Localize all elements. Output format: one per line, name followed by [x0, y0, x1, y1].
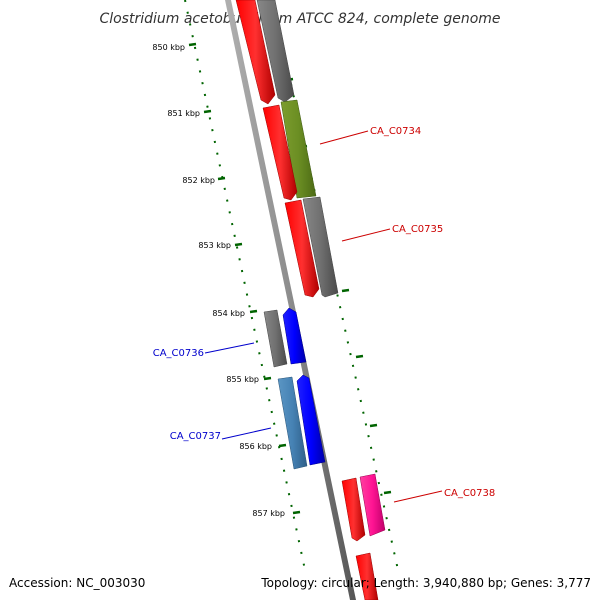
tick-label: 850 kbp: [152, 43, 185, 52]
tick-label: 852 kbp: [182, 176, 215, 185]
gene-feature-gray: [302, 196, 339, 298]
tick-label: 856 kbp: [239, 442, 272, 451]
gene-feature-red: [235, 0, 276, 105]
gene-label: CA_C0735: [392, 224, 443, 235]
tick-label: 857 kbp: [252, 509, 285, 518]
tick-label: 855 kbp: [226, 375, 259, 384]
callout-line: [204, 342, 255, 354]
inner-ruler-line: [184, 0, 306, 571]
tick-mark: [278, 443, 287, 448]
tick-mark: [263, 376, 272, 381]
tick-mark: [383, 490, 392, 495]
accession-text: Accession: NC_003030: [9, 576, 145, 590]
tick-mark: [355, 354, 364, 359]
tick-mark: [249, 309, 258, 314]
tick-label: 851 kbp: [167, 109, 200, 118]
tick-mark: [234, 242, 243, 247]
gene-feature-red: [355, 552, 379, 600]
genome-summary-text: Topology: circular; Length: 3,940,880 bp…: [260, 576, 591, 590]
tick-label: 854 kbp: [212, 309, 245, 318]
tick-mark: [217, 176, 226, 181]
gene-label: CA_C0734: [370, 126, 421, 137]
tick-mark: [341, 288, 350, 293]
gene-feature-red: [284, 199, 320, 298]
tick-mark: [292, 510, 301, 515]
gene-feature-red: [262, 104, 298, 201]
gene-label: CA_C0736: [153, 348, 204, 359]
gene-feature-steelblue: [277, 376, 308, 470]
tick-mark: [203, 109, 212, 114]
gene-feature-red: [341, 477, 366, 542]
gene-feature-gray: [256, 0, 295, 103]
callout-line: [393, 490, 443, 503]
callout-line: [319, 130, 369, 145]
gene-feature-blue: [282, 307, 307, 365]
callout-line: [221, 427, 272, 440]
gene-label: CA_C0738: [444, 488, 495, 499]
map-title: Clostridium acetobutylicum ATCC 824, com…: [99, 11, 500, 27]
gene-label: CA_C0737: [170, 431, 221, 442]
tick-mark: [369, 423, 378, 428]
gene-feature-gray: [263, 309, 288, 368]
callout-line: [341, 228, 391, 242]
tick-label: 853 kbp: [198, 241, 231, 250]
genome-backbone: [225, 0, 356, 600]
tick-labels: 850 kbp 851 kbp 852 kbp 853 kbp 854 kbp …: [152, 43, 285, 518]
tick-mark: [188, 42, 197, 47]
gene-feature-pink: [359, 473, 386, 537]
gene-feature-blue: [296, 374, 326, 466]
